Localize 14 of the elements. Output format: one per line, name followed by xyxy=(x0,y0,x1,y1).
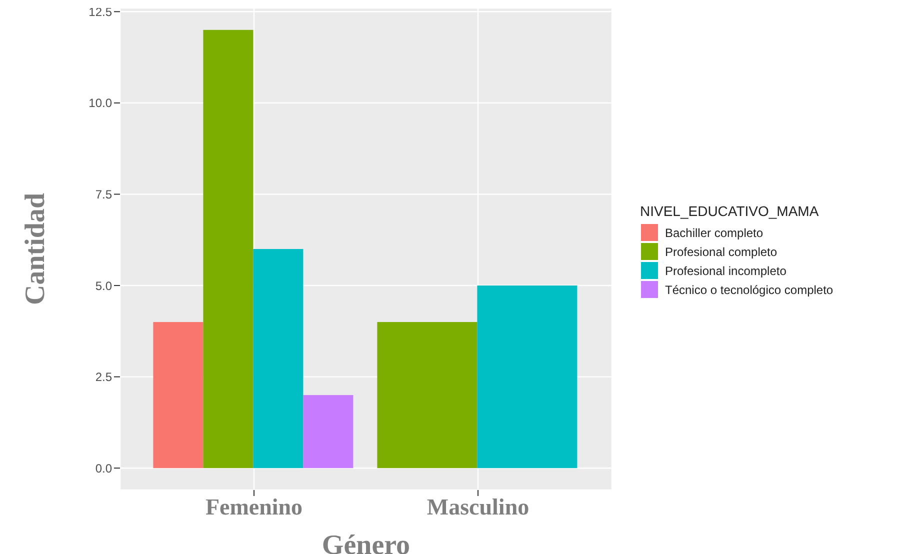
legend-label: Profesional incompleto xyxy=(665,264,786,278)
y-tick-label: 2.5 xyxy=(95,370,112,384)
legend-label: Profesional completo xyxy=(665,244,778,258)
y-axis-title: Cantidad xyxy=(20,192,51,306)
legend-label: Técnico o tecnológico completo xyxy=(665,282,834,296)
x-tick-label: Femenino xyxy=(205,494,303,520)
legend-title: NIVEL_EDUCATIVO_MAMA xyxy=(640,203,820,219)
x-axis-title: Género xyxy=(322,530,410,554)
x-tick-label: Masculino xyxy=(426,494,530,520)
legend-label: Bachiller completo xyxy=(665,226,764,240)
y-tick-label: 10.0 xyxy=(88,96,112,110)
y-tick-label: 5.0 xyxy=(95,278,112,293)
y-tick-label: 0.0 xyxy=(95,461,112,476)
y-tick-label: 7.5 xyxy=(95,187,112,202)
